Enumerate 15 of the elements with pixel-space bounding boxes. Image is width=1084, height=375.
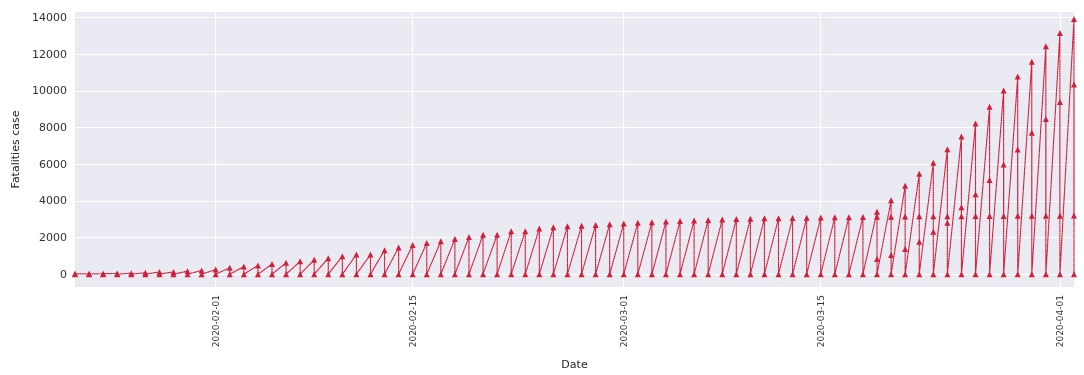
x-axis-title: Date: [561, 358, 588, 371]
y-axis-title: Fatalities case: [9, 110, 23, 189]
x-tick-label: 2020-02-15: [407, 295, 418, 348]
y-tick-label: 6000: [39, 157, 67, 171]
y-tick-label: 12000: [32, 47, 67, 61]
x-tick-label: 2020-03-15: [815, 295, 826, 348]
y-tick-label: 2000: [39, 231, 67, 244]
y-tick-label: 0: [60, 267, 67, 281]
x-tick-label: 2020-03-01: [618, 295, 629, 348]
x-tick-label: 2020-04-01: [1054, 295, 1065, 348]
y-tick-label: 14000: [32, 11, 67, 24]
y-tick-label: 8000: [39, 121, 67, 134]
y-tick-label: 10000: [32, 84, 67, 98]
x-tick-label: 2020-02-01: [210, 295, 221, 348]
y-tick-label: 4000: [39, 194, 67, 208]
